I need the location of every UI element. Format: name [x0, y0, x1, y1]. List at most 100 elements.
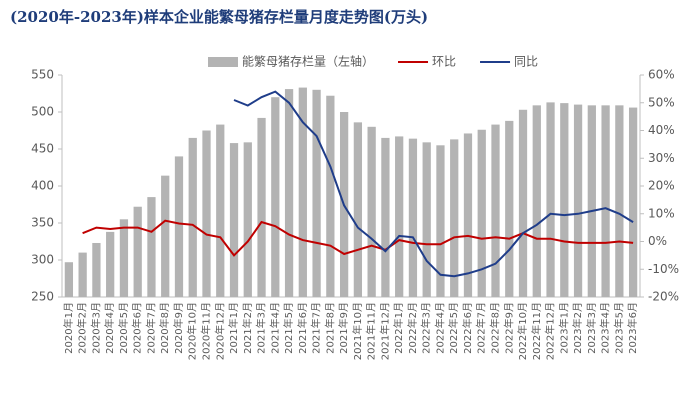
bar: [284, 89, 294, 297]
x-tick-label: 2020年10月: [186, 302, 199, 360]
bar: [147, 197, 156, 297]
x-tick-label: 2020年1月: [62, 302, 75, 354]
bar: [298, 87, 307, 297]
y2-tick-label: 0%: [648, 234, 667, 248]
bar: [257, 117, 266, 297]
y-tick-label: 400: [31, 179, 54, 193]
x-tick-label: 2021年1月: [227, 302, 240, 354]
line: [82, 219, 634, 257]
y2-tick-label: 40%: [648, 123, 675, 137]
y2-tick-label: 30%: [648, 151, 675, 165]
x-tick-label: 2022年12月: [544, 302, 557, 360]
legend-label: 同比: [514, 55, 538, 69]
x-tick-label: 2021年8月: [323, 302, 336, 354]
bar: [477, 129, 486, 297]
bar: [491, 124, 500, 297]
bar: [573, 104, 583, 297]
x-tick-label: 2022年5月: [447, 302, 460, 354]
bar: [615, 105, 624, 297]
x-tick-label: 2023年3月: [585, 302, 598, 354]
bar: [518, 109, 528, 297]
bar: [532, 105, 541, 297]
bar: [408, 138, 418, 297]
y2-tick-label: 50%: [648, 95, 675, 109]
x-tick-label: 2022年2月: [406, 302, 419, 354]
bar: [546, 102, 555, 297]
y-tick-label: 500: [31, 105, 54, 119]
y-tick-label: 250: [31, 290, 54, 304]
bar: [188, 137, 197, 297]
bar: [326, 95, 335, 297]
x-tick-label: 2023年6月: [626, 302, 639, 354]
bar: [312, 89, 321, 297]
x-tick-label: 2021年12月: [378, 302, 391, 360]
y-tick-label: 450: [31, 142, 54, 156]
x-tick-label: 2023年5月: [612, 302, 625, 354]
x-tick-label: 2020年7月: [144, 302, 157, 354]
x-tick-label: 2021年5月: [282, 302, 295, 354]
y2-tick-label: 60%: [648, 68, 675, 82]
bar: [64, 262, 74, 297]
legend-swatch: [208, 57, 238, 67]
x-tick-label: 2021年10月: [351, 302, 364, 360]
x-tick-label: 2022年9月: [502, 302, 515, 354]
x-tick-label: 2020年3月: [89, 302, 102, 354]
bar: [395, 136, 404, 297]
x-tick-label: 2020年5月: [117, 302, 130, 354]
bar: [133, 206, 142, 297]
bar: [243, 142, 252, 297]
x-tick-label: 2020年12月: [213, 302, 226, 360]
x-tick-label: 2020年2月: [76, 302, 89, 354]
bar: [161, 175, 170, 297]
x-tick-label: 2022年7月: [475, 302, 488, 354]
bar: [202, 130, 211, 297]
legend-label: 能繁母猪存栏量（左轴）: [242, 54, 374, 69]
x-tick-label: 2023年4月: [599, 302, 612, 354]
bar: [463, 133, 473, 297]
x-tick-label: 2023年2月: [571, 302, 584, 354]
y2-tick-label: 10%: [648, 206, 675, 220]
x-tick-label: 2020年8月: [158, 302, 171, 354]
bar: [601, 105, 610, 297]
x-tick-label: 2022年11月: [530, 302, 543, 360]
bar: [628, 107, 638, 297]
bar: [216, 124, 225, 297]
legend-label: 环比: [432, 55, 456, 69]
x-tick-label: 2022年3月: [420, 302, 433, 354]
y-tick-label: 300: [31, 253, 54, 267]
bar: [587, 105, 596, 297]
y-tick-label: 350: [31, 216, 54, 230]
x-tick-label: 2022年10月: [516, 302, 529, 360]
bar: [78, 252, 87, 297]
x-tick-label: 2021年11月: [365, 302, 378, 360]
x-tick-label: 2022年1月: [392, 302, 405, 354]
y2-tick-label: -10%: [648, 262, 679, 276]
x-tick-label: 2020年9月: [172, 302, 185, 354]
y2-tick-label: -20%: [648, 290, 679, 304]
x-tick-label: 2020年6月: [131, 302, 144, 354]
bar: [436, 145, 445, 297]
bar: [381, 137, 390, 297]
bar: [450, 139, 459, 297]
bar: [119, 219, 129, 297]
x-tick-label: 2022年8月: [489, 302, 502, 354]
bar: [367, 126, 376, 297]
line: [233, 90, 634, 278]
bar: [92, 242, 101, 297]
y2-tick-label: 20%: [648, 179, 675, 193]
x-tick-label: 2020年4月: [103, 302, 116, 354]
x-tick-label: 2020年11月: [200, 302, 213, 360]
y-tick-label: 550: [31, 68, 54, 82]
x-tick-label: 2021年7月: [310, 302, 323, 354]
bar: [353, 122, 363, 297]
x-tick-label: 2021年3月: [255, 302, 268, 354]
x-tick-label: 2022年4月: [433, 302, 446, 354]
bar: [271, 97, 280, 297]
bar: [422, 142, 431, 297]
x-tick-label: 2021年6月: [296, 302, 309, 354]
x-tick-label: 2021年9月: [337, 302, 350, 354]
x-tick-label: 2022年6月: [461, 302, 474, 354]
chart-title: (2020年-2023年)样本企业能繁母猪存栏量月度走势图(万头): [10, 8, 428, 26]
x-tick-label: 2021年2月: [241, 302, 254, 354]
x-tick-label: 2023年1月: [557, 302, 570, 354]
